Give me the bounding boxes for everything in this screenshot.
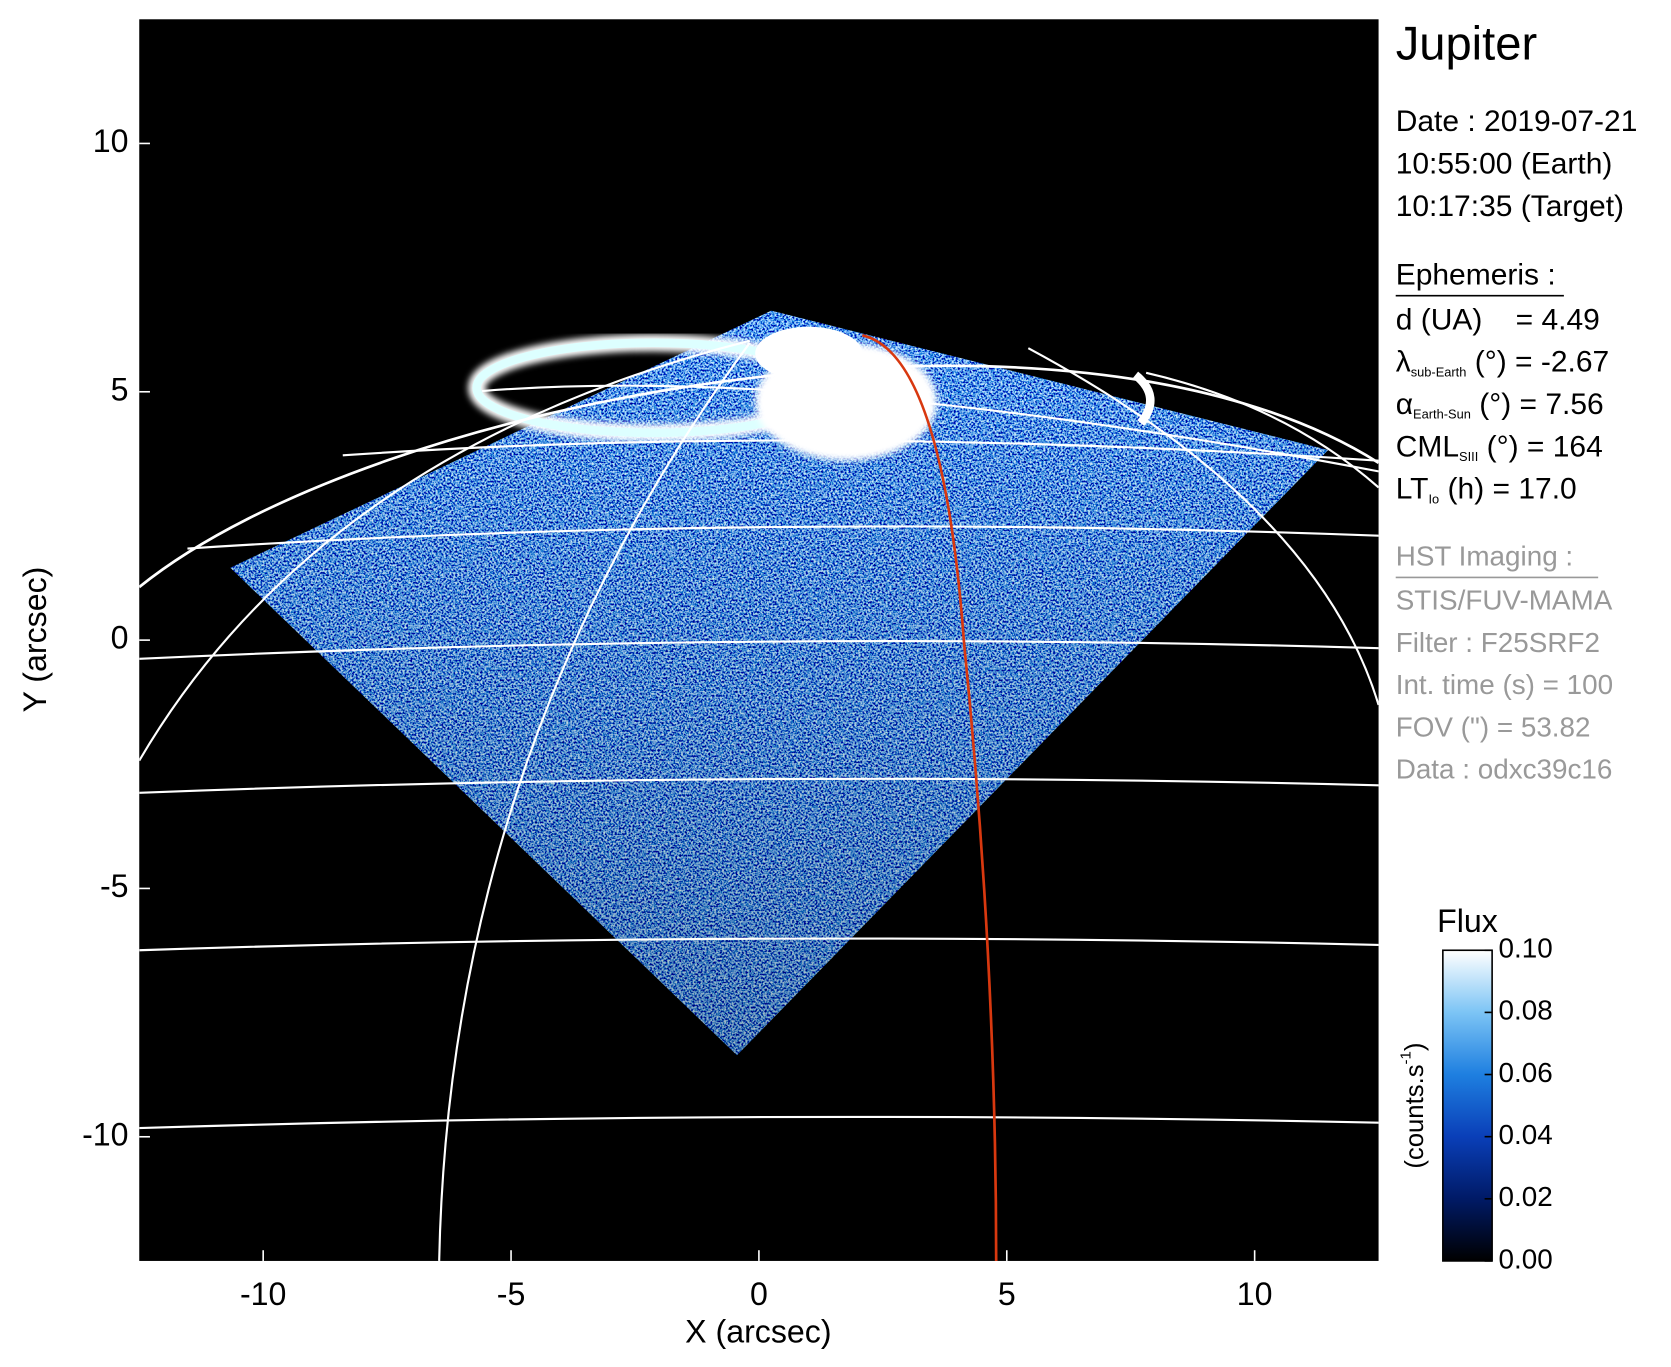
info-title: Jupiter [1396, 17, 1537, 70]
latitude-line [139, 937, 1379, 952]
plot-area [139, 19, 1379, 1261]
ephemeris-sub: Earth-Sun [1413, 407, 1471, 422]
imaging-line: Data : odxc39c16 [1396, 754, 1613, 785]
latitude-line [481, 384, 1379, 473]
colorbar-title: Flux [1437, 903, 1498, 939]
colorbar-tick-label: 0.02 [1499, 1181, 1553, 1212]
colorbar-tick-label: 0.04 [1499, 1119, 1553, 1150]
date-line: 10:17:35 (Target) [1396, 190, 1624, 223]
colorbar-tick-label: 0.06 [1499, 1057, 1553, 1088]
ephemeris-sub: SIII [1459, 449, 1478, 464]
x-tick-label: -5 [497, 1276, 526, 1312]
imaging-line: Int. time (s) = 100 [1396, 669, 1613, 700]
ephemeris-line: λsub-Earth (°) = -2.67 [1396, 346, 1609, 380]
colorbar-tick-label: 0.10 [1499, 933, 1553, 964]
y-axis-label: Y (arcsec) [17, 567, 53, 713]
latitude-line [139, 640, 1379, 660]
ephemeris-heading: Ephemeris : [1396, 258, 1556, 291]
x-axis-label: X (arcsec) [685, 1313, 831, 1349]
ephemeris-main: LT [1396, 473, 1429, 506]
ephemeris-main: λ [1396, 346, 1411, 379]
ephemeris-line: LTIo (h) = 17.0 [1396, 473, 1577, 507]
ephemeris-main: CML [1396, 430, 1459, 463]
ephemeris-sub: Io [1428, 492, 1439, 507]
ephemeris-main: d (UA) = 4.49 [1396, 303, 1600, 336]
imaging-line: Filter : F25SRF2 [1396, 627, 1600, 658]
ephemeris-rest: (°) = -2.67 [1466, 346, 1609, 379]
info-panel: Date : 2019-07-21 10:55:00 (Earth) 10:17:3… [1395, 105, 1638, 785]
y-tick-label: -10 [82, 1116, 128, 1152]
y-tick-label: 5 [111, 371, 129, 407]
x-tick-label: 5 [998, 1276, 1016, 1312]
colorbar-scale [1442, 949, 1493, 1262]
ephemeris-line: d (UA) = 4.49 [1396, 303, 1600, 336]
limb [139, 364, 1379, 589]
imaging-line: STIS/FUV-MAMA [1396, 584, 1613, 615]
io-footpath [861, 334, 998, 1261]
unit-sup: -1 [1397, 1051, 1414, 1064]
imaging-line: FOV (") = 53.82 [1396, 711, 1591, 742]
longitude-line [139, 339, 751, 762]
ephemeris-line: CMLSIII (°) = 164 [1396, 430, 1603, 464]
y-tick-label: -5 [100, 868, 129, 904]
aurora [468, 326, 1155, 461]
latitude-line [187, 525, 1379, 550]
longitude-line [438, 342, 751, 1261]
unit-end: ) [1401, 1043, 1429, 1052]
colorbar-tick-label: 0.08 [1499, 995, 1553, 1026]
ephemeris-line: αEarth-Sun (°) = 7.56 [1396, 388, 1604, 422]
date-line: 10:55:00 (Earth) [1396, 147, 1613, 180]
date-line: Date : 2019-07-21 [1396, 105, 1638, 138]
unit-text: (counts.s [1401, 1064, 1429, 1168]
y-tick-label: 10 [93, 123, 129, 159]
aurora-blob [755, 326, 863, 381]
colorbar-tick-label: 0.00 [1499, 1243, 1553, 1274]
imaging-heading: HST Imaging : [1396, 541, 1573, 572]
grid [139, 339, 1379, 1261]
ephemeris-sub: sub-Earth [1411, 365, 1467, 380]
longitude-line [1145, 371, 1379, 489]
ephemeris-main: α [1396, 388, 1413, 421]
longitude-line [1027, 347, 1379, 706]
x-tick-label: 0 [750, 1276, 768, 1312]
colorbar-unit: (counts.s-1) [1397, 1043, 1428, 1169]
latitude-line [342, 439, 1379, 462]
x-tick-label: 10 [1237, 1276, 1273, 1312]
latitude-line [139, 1115, 1379, 1130]
ephemeris-rest: (h) = 17.0 [1439, 473, 1577, 506]
y-tick-label: 0 [111, 620, 129, 656]
latitude-line [139, 777, 1379, 794]
x-tick-label: -10 [240, 1276, 286, 1312]
ephemeris-rest: (°) = 7.56 [1471, 388, 1604, 421]
ephemeris-rest: (°) = 164 [1478, 430, 1602, 463]
